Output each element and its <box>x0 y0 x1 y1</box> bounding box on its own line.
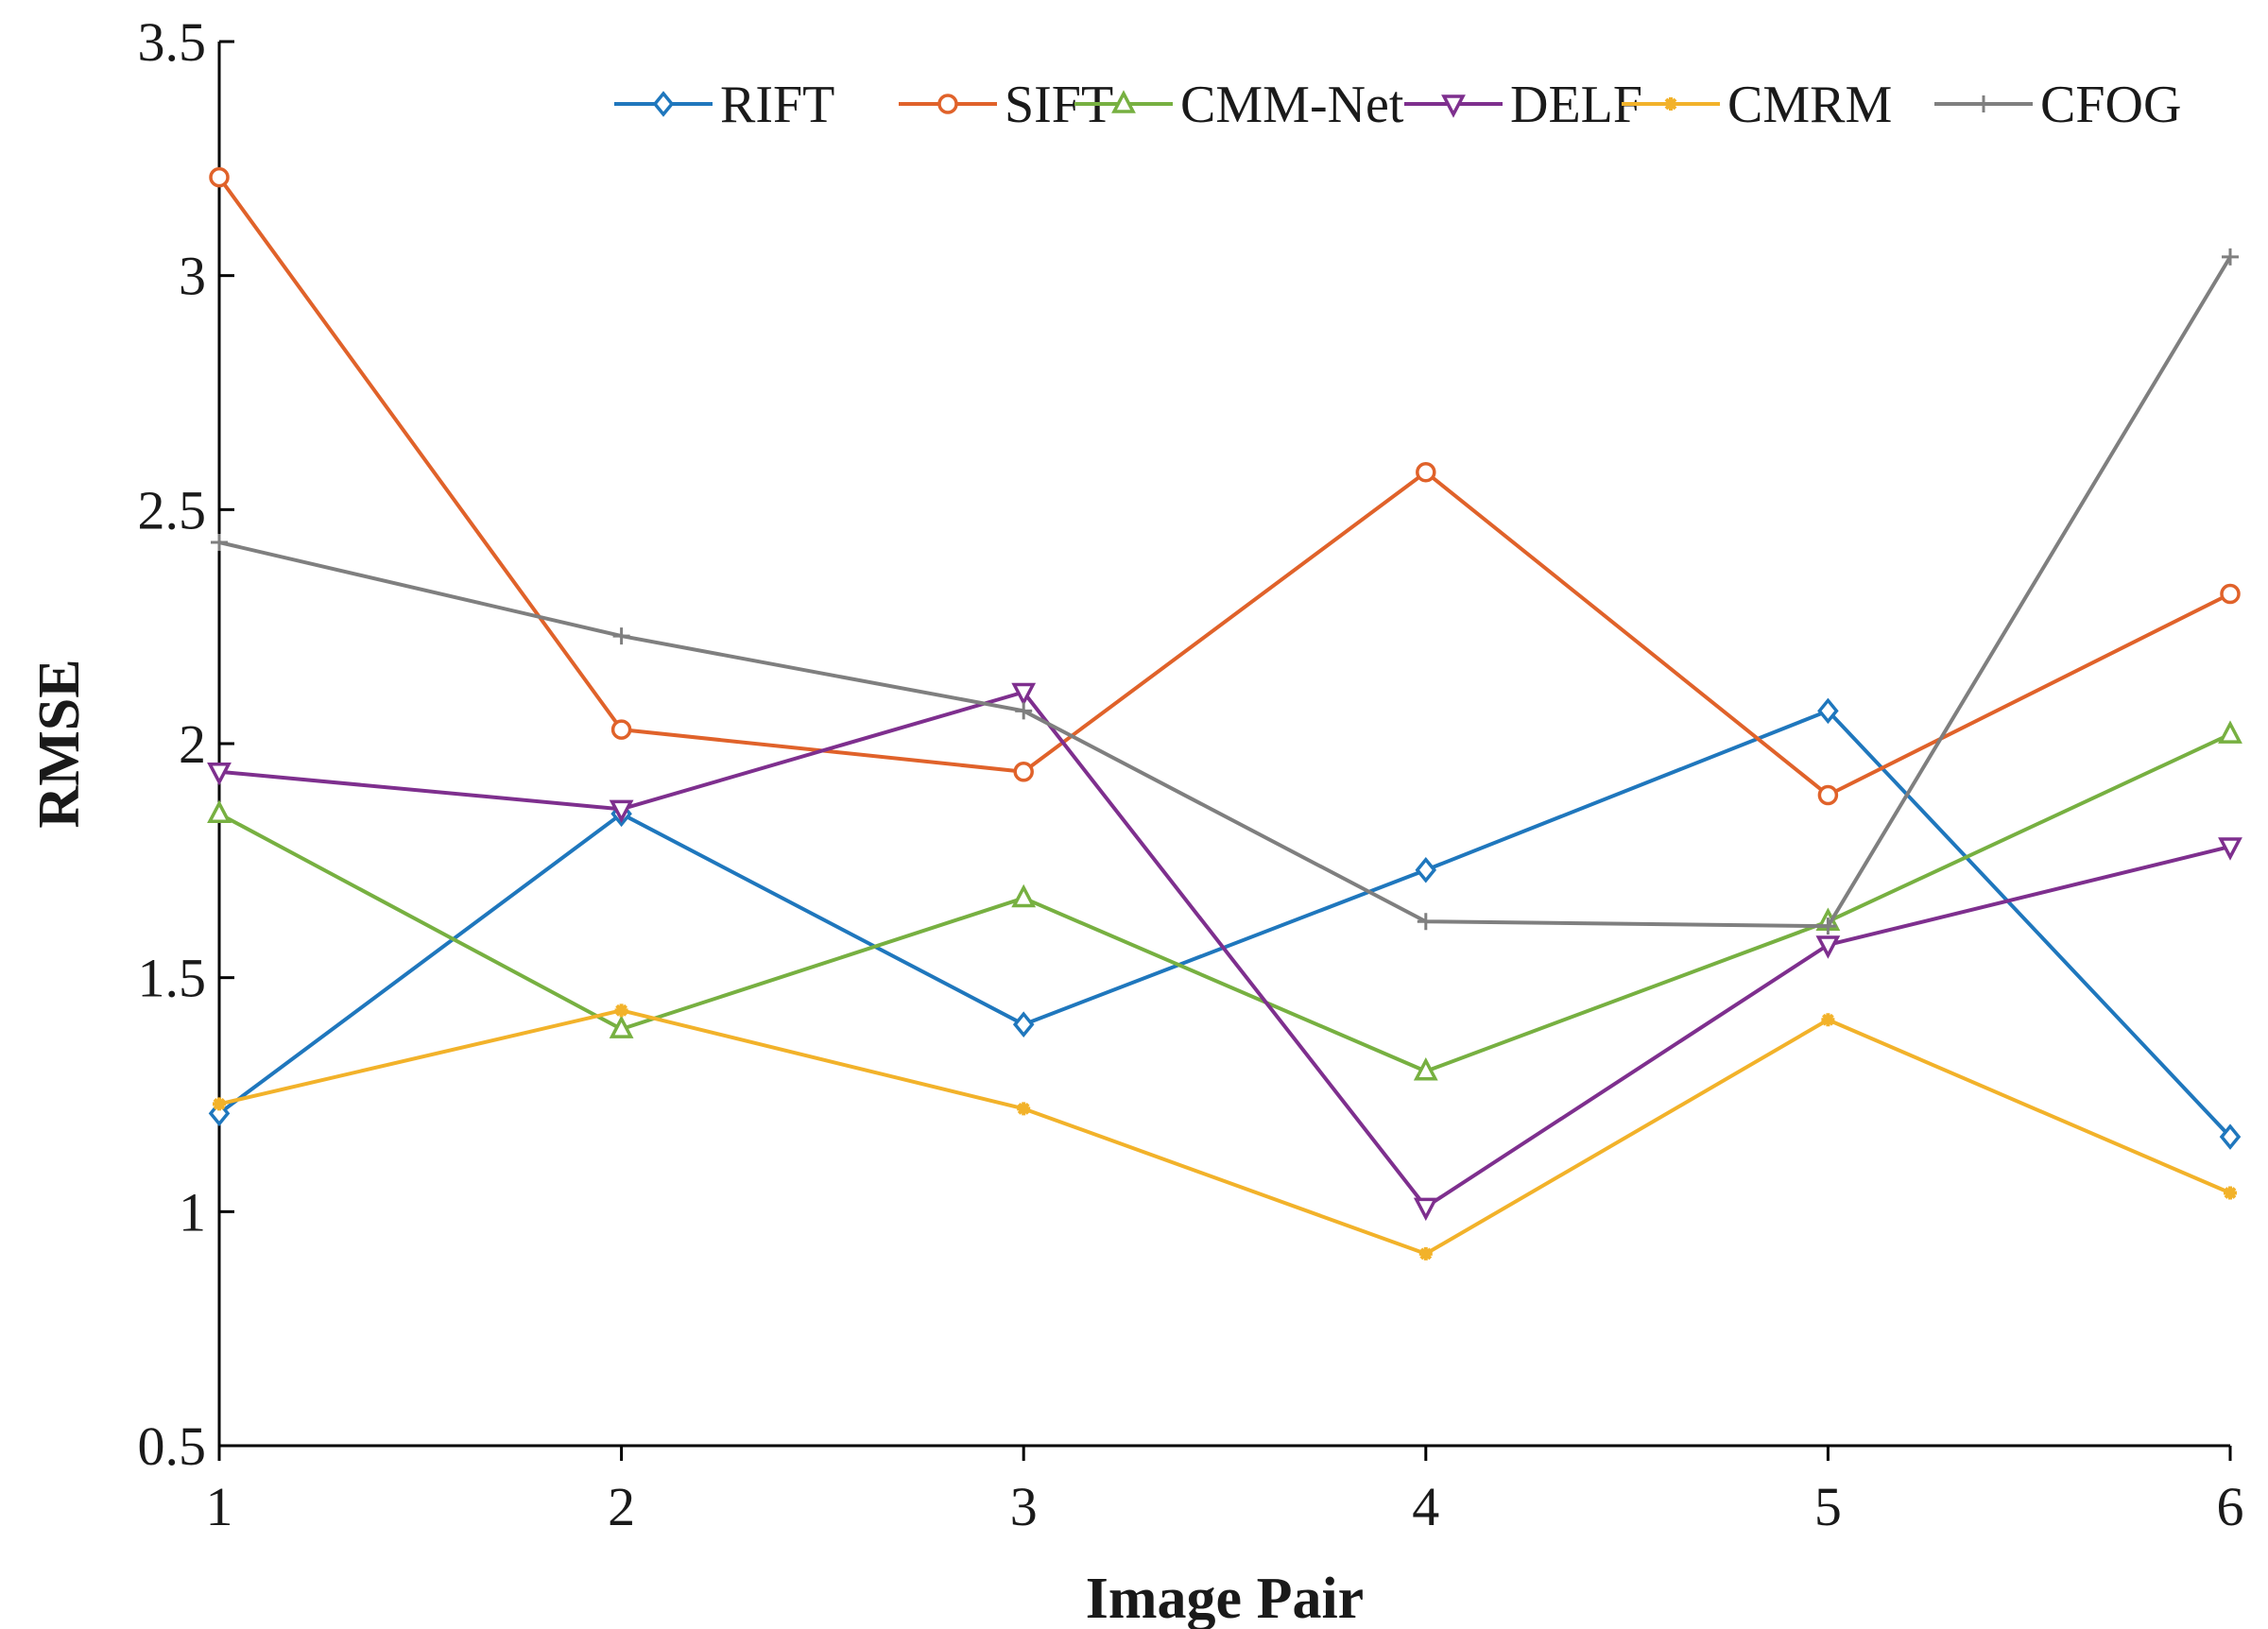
series-cmm-net <box>207 720 2242 1081</box>
data-point-cfog <box>1819 917 1837 935</box>
y-tick-label: 2.5 <box>138 479 207 540</box>
data-point-rift <box>2219 1123 2242 1150</box>
data-point-sift <box>1817 784 1839 806</box>
legend-label: CFOG <box>2040 76 2181 134</box>
x-tick-label: 6 <box>2217 1476 2244 1537</box>
data-point-rift <box>1012 1011 1035 1037</box>
y-axis-title: RMSE <box>27 659 92 828</box>
data-point-cfog <box>1015 702 1033 720</box>
legend-item-cfog: CFOG <box>1934 76 2181 134</box>
legend-marker <box>1441 94 1466 118</box>
data-point-cmrm <box>213 1097 226 1111</box>
data-point-cfog <box>211 534 228 552</box>
data-point-cmm-net <box>2218 720 2242 744</box>
data-point-rift <box>1817 697 1839 725</box>
data-point-cmrm <box>1017 1102 1031 1116</box>
series-group <box>207 166 2242 1260</box>
data-point-cmm-net <box>609 1015 634 1038</box>
legend-label: CMM-Net <box>1180 76 1404 134</box>
data-point-cmrm <box>1418 1246 1433 1260</box>
x-axis-title: Image Pair <box>1086 1567 1364 1629</box>
x-ticks: 1 2 3 4 5 6 <box>206 1446 2244 1537</box>
data-point-delf <box>207 762 232 786</box>
series-line-delf <box>218 690 2231 1209</box>
series-line-cmrm <box>218 1008 2231 1256</box>
legend-item-cmm-net: CMM-Net <box>1074 76 1404 134</box>
data-point-cmrm <box>1821 1013 1835 1027</box>
data-point-delf <box>2218 837 2242 861</box>
series-rift <box>208 697 2242 1150</box>
legend-marker <box>1975 95 1992 112</box>
data-point-sift <box>610 719 632 740</box>
data-point-cmm-net <box>1011 883 1037 908</box>
y-tick-label: 1 <box>179 1181 206 1243</box>
data-point-rift <box>1415 856 1437 883</box>
legend-item-rift: RIFT <box>614 76 834 134</box>
data-point-cfog <box>612 627 630 645</box>
data-point-sift <box>1416 461 1436 483</box>
series-line-cmm-net <box>218 732 2231 1073</box>
y-ticks: 0.5 1 1.5 2 2.5 3 3.5 <box>138 11 234 1477</box>
data-point-cmrm <box>2224 1186 2237 1200</box>
y-tick-label: 1.5 <box>138 948 207 1009</box>
x-tick-label: 2 <box>608 1476 635 1537</box>
legend-label: RIFT <box>720 76 834 134</box>
series-sift <box>209 166 2241 806</box>
legend-item-delf: DELF <box>1404 76 1642 134</box>
x-tick-label: 1 <box>206 1476 233 1537</box>
y-tick-label: 2 <box>179 713 206 775</box>
data-point-cmrm <box>614 1003 628 1018</box>
series-cfog <box>211 248 2239 935</box>
data-point-delf <box>1413 1197 1438 1222</box>
legend-label: DELF <box>1510 76 1642 134</box>
legend-marker <box>1111 90 1136 113</box>
x-tick-label: 3 <box>1010 1476 1038 1537</box>
legend-label: CMRM <box>1727 76 1892 134</box>
x-tick-label: 5 <box>1814 1476 1842 1537</box>
series-cmrm <box>213 1003 2237 1260</box>
data-point-delf <box>1815 935 1841 959</box>
legend-marker <box>652 91 675 117</box>
series-line-rift <box>217 709 2232 1139</box>
x-tick-label: 4 <box>1412 1476 1439 1537</box>
y-tick-label: 3 <box>179 246 206 307</box>
series-line-sift <box>217 176 2231 797</box>
legend-marker <box>937 94 958 114</box>
data-point-cfog <box>1417 913 1435 931</box>
data-point-sift <box>209 166 230 188</box>
legend-item-cmrm: CMRM <box>1622 76 1892 134</box>
data-point-sift <box>1013 761 1034 782</box>
legend-marker <box>1664 97 1677 111</box>
y-tick-label: 3.5 <box>138 11 207 73</box>
data-point-cmm-net <box>207 799 232 824</box>
data-point-delf <box>609 799 634 824</box>
data-point-cmm-net <box>1413 1056 1438 1081</box>
y-tick-label: 0.5 <box>138 1415 207 1477</box>
series-line-cfog <box>218 255 2232 929</box>
legend: RIFT SIFT CMM-Net DELF CMRM CFOG <box>614 76 2181 134</box>
series-delf <box>207 682 2242 1222</box>
data-point-delf <box>1011 682 1037 707</box>
data-point-cfog <box>2222 248 2239 266</box>
data-point-sift <box>2220 583 2241 605</box>
